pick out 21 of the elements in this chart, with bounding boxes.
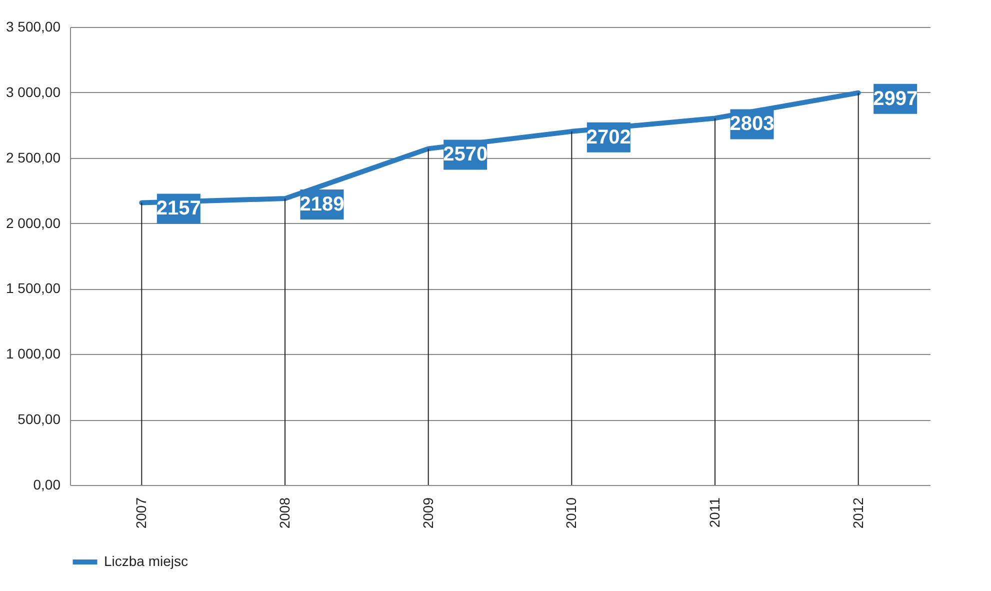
data-label: 2157 — [156, 198, 201, 220]
y-tick-label: 3 500,00 — [6, 18, 61, 34]
x-tick-label: 2011 — [706, 497, 722, 528]
y-tick-label: 3 000,00 — [6, 84, 61, 100]
data-label: 2803 — [730, 113, 774, 136]
y-tick-label: 2 000,00 — [6, 214, 61, 231]
y-tick-label: 500,00 — [18, 411, 61, 428]
x-tick-label: 2008 — [276, 497, 292, 529]
x-tick-label: 2007 — [133, 497, 150, 529]
x-tick-label: 2009 — [420, 497, 436, 529]
legend-label: Liczba miejsc — [104, 553, 188, 569]
data-label: 2570 — [443, 144, 488, 166]
x-tick-label: 2010 — [563, 497, 580, 529]
data-label: 2702 — [586, 126, 631, 148]
y-tick-label: 2 500,00 — [6, 149, 61, 166]
data-label: 2997 — [873, 88, 918, 110]
x-tick-label: 2012 — [850, 497, 866, 529]
y-tick-label: 0,00 — [33, 476, 61, 492]
y-tick-label: 1 500,00 — [6, 280, 61, 296]
data-label: 2189 — [300, 194, 344, 216]
y-tick-label: 1 000,00 — [6, 346, 61, 362]
